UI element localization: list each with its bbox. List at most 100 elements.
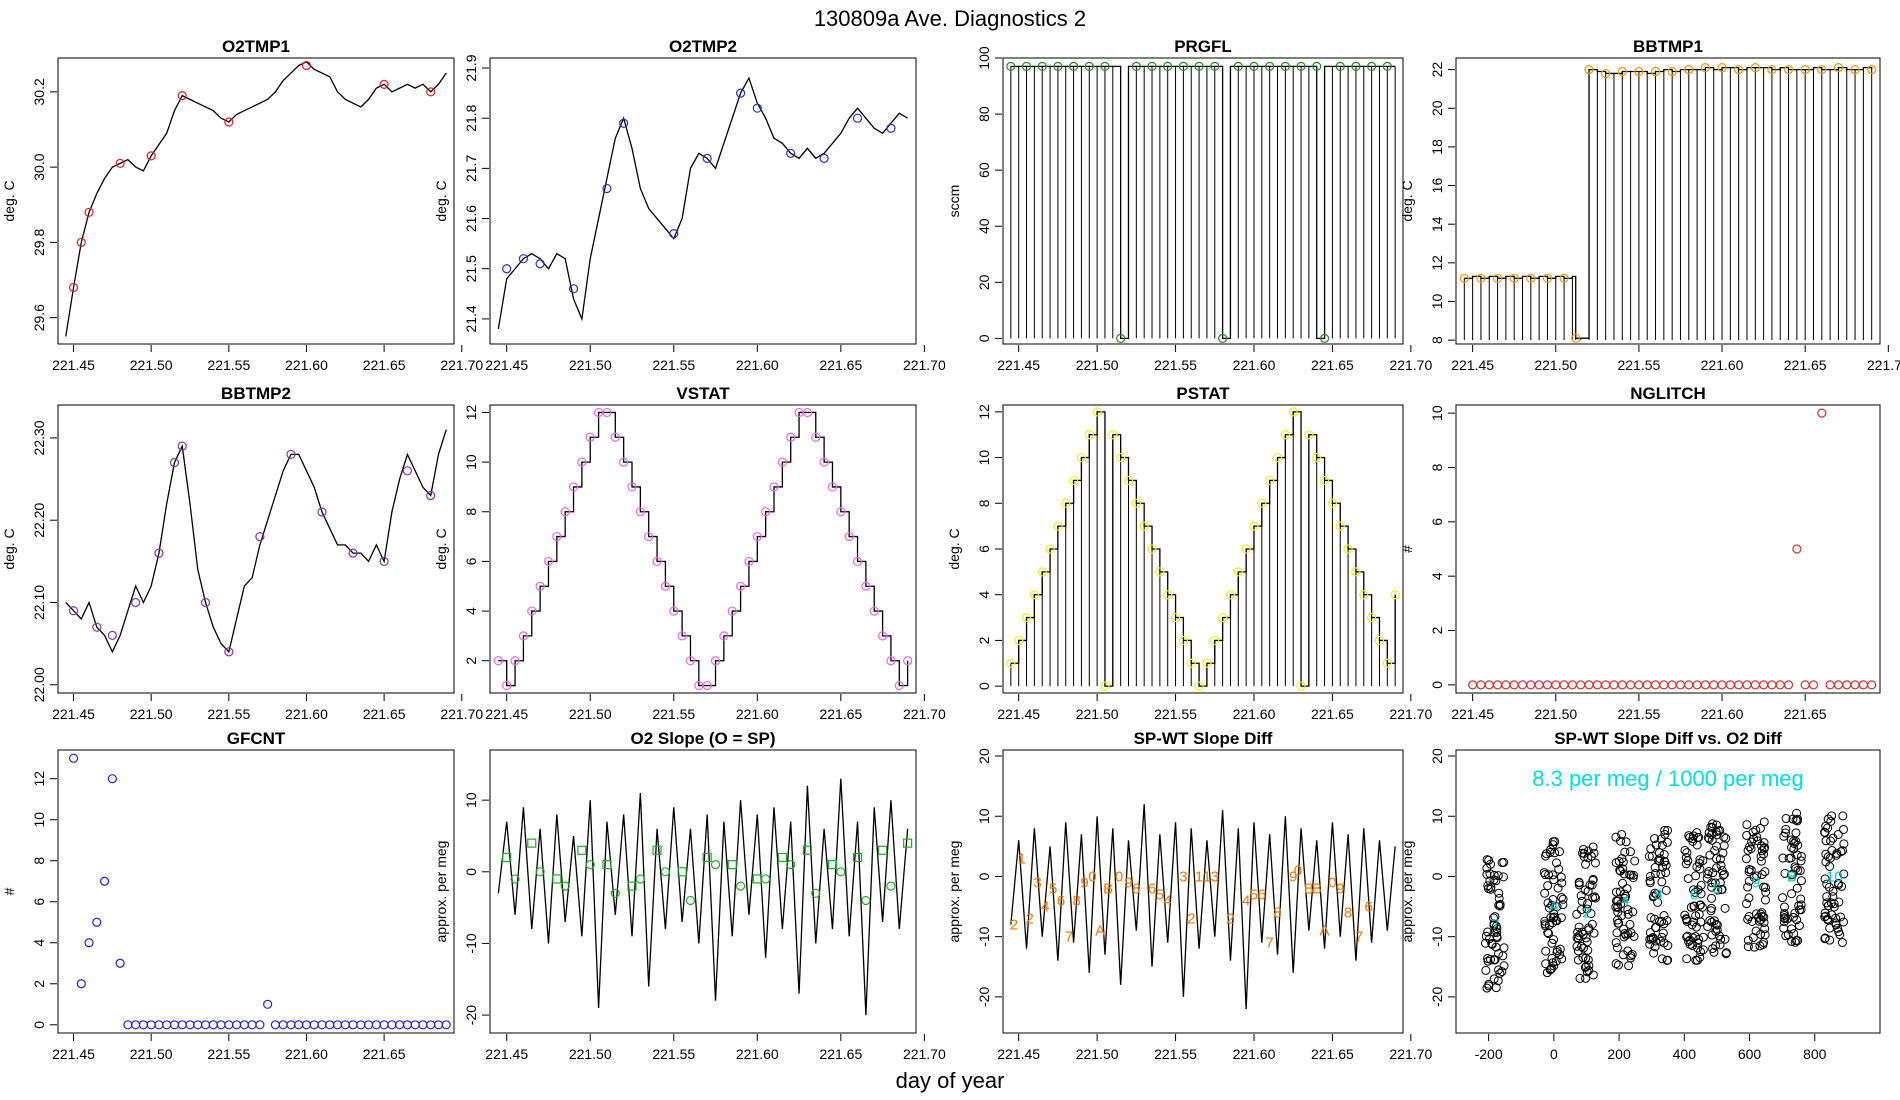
chart-title: BBTMP2 <box>221 384 291 403</box>
scatter-point <box>1698 932 1708 942</box>
data-point <box>786 148 796 158</box>
data-point <box>1218 333 1228 343</box>
x-tick-label: 221.60 <box>1233 357 1276 373</box>
data-point <box>535 867 545 877</box>
point-label: 9 <box>1080 874 1088 891</box>
scatter-point <box>1490 955 1500 965</box>
point-label: 9 <box>1289 868 1297 885</box>
scatter-point <box>1646 934 1656 944</box>
data-point <box>543 556 554 567</box>
data-point <box>1272 452 1283 463</box>
data-point <box>869 606 879 616</box>
x-tick-label: 221.55 <box>207 706 250 722</box>
scatter-point <box>1580 859 1590 869</box>
point-label: A <box>1320 923 1330 940</box>
scatter-point <box>1588 842 1598 852</box>
point-label: 4 <box>1041 899 1049 916</box>
point-label: 8 <box>1073 893 1081 910</box>
scatter-point <box>1618 857 1628 867</box>
x-tick-label: 800 <box>1803 1046 1827 1062</box>
x-tick-label: 221.45 <box>485 1046 528 1062</box>
scatter-point <box>1578 848 1588 858</box>
data-point <box>1351 61 1361 72</box>
data-point <box>379 556 389 566</box>
y-tick-label: -10 <box>976 926 992 946</box>
point-label: 7 <box>1355 929 1363 946</box>
scatter-point <box>1618 878 1628 888</box>
y-tick-label: 20 <box>1429 100 1445 116</box>
y-tick-label: 40 <box>976 218 992 234</box>
y-axis-label: deg. C <box>1399 180 1415 221</box>
data-point <box>1021 61 1032 72</box>
scatter-point <box>1557 954 1567 964</box>
data-point <box>1233 567 1243 577</box>
scatter-point <box>1827 811 1837 821</box>
data-point <box>1108 430 1118 440</box>
data-point <box>811 432 821 442</box>
x-tick-label: 221.55 <box>207 1046 250 1062</box>
chart-panel-5: BBTMP2 deg. C 221.45 221.50 221.55 221.60 221.… <box>1 384 483 722</box>
scatter-point <box>1833 923 1843 933</box>
data-point <box>1006 61 1016 72</box>
data-point <box>619 457 629 467</box>
y-axis-label: deg. C <box>946 528 962 569</box>
scatter-point <box>1749 942 1759 952</box>
y-tick-label: 6 <box>1429 518 1445 526</box>
figure-title: 130809a Ave. Diagnostics 2 <box>814 6 1086 31</box>
scatter-point <box>1494 888 1504 898</box>
data-point <box>255 532 265 542</box>
data-point <box>577 845 587 855</box>
plot-frame <box>1455 749 1881 1034</box>
scatter-point <box>1825 935 1835 945</box>
scatter-point <box>1757 869 1767 879</box>
scatter-point <box>1611 959 1621 969</box>
x-tick-label: 0 <box>1550 1046 1558 1062</box>
scatter-point <box>1495 968 1505 978</box>
scatter-point <box>1839 824 1849 834</box>
scatter-point <box>1761 887 1771 897</box>
x-tick-label: 221.65 <box>1784 357 1827 373</box>
data-point <box>677 867 687 877</box>
data-point <box>1053 521 1063 531</box>
scatter-point <box>1707 878 1717 888</box>
point-label: 5 <box>1156 887 1164 904</box>
scatter-point <box>1616 836 1626 846</box>
scatter-point <box>1711 820 1721 830</box>
scatter-point <box>1752 871 1762 881</box>
scatter-point <box>1552 902 1562 912</box>
scatter-point <box>1540 888 1550 898</box>
data-point <box>1335 61 1345 72</box>
data-point <box>493 656 503 666</box>
scatter-point <box>1781 814 1791 824</box>
scatter-point <box>1718 870 1728 880</box>
scatter-point <box>1555 944 1565 954</box>
scatter-point <box>1751 926 1761 936</box>
y-tick-label: 22.00 <box>31 667 47 702</box>
scatter-point <box>1650 942 1660 952</box>
scatter-point <box>1778 893 1788 903</box>
data-point <box>1312 452 1322 463</box>
x-tick-label: 221.50 <box>569 1046 612 1062</box>
scatter-point <box>1820 912 1830 922</box>
y-axis-label: deg. C <box>1 180 17 221</box>
data-point <box>68 606 79 616</box>
scatter-point <box>1539 868 1549 878</box>
scatter-point <box>1822 879 1832 889</box>
data-point <box>1650 66 1661 77</box>
scatter-point <box>1584 965 1594 975</box>
scatter-point <box>1625 870 1635 880</box>
scatter-point <box>1707 930 1717 940</box>
scatter-point <box>1489 913 1499 923</box>
data-point <box>1559 273 1569 283</box>
data-point <box>200 597 211 608</box>
data-point <box>735 88 746 98</box>
y-axis-label: # <box>1 887 17 895</box>
y-tick-label: 14 <box>1429 216 1445 232</box>
data-point <box>1147 61 1157 72</box>
scatter-point <box>1710 846 1720 856</box>
point-label: 3 <box>1211 868 1219 885</box>
scatter-point <box>1499 961 1509 971</box>
scatter-point <box>1556 913 1566 923</box>
data-point <box>1084 61 1094 72</box>
scatter-point <box>1645 939 1655 949</box>
